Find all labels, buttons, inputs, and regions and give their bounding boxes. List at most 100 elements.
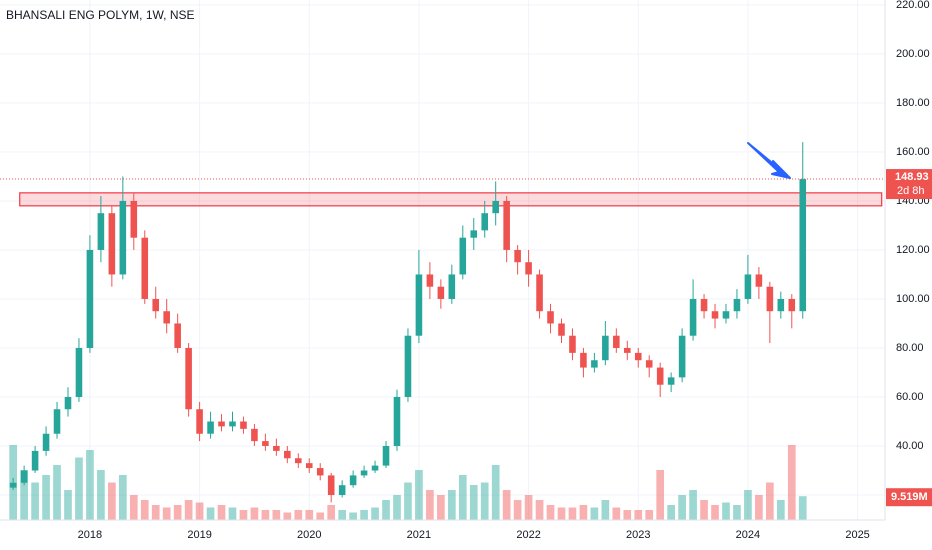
candle-body xyxy=(569,335,576,353)
volume-bar xyxy=(776,500,785,520)
candle-body xyxy=(382,445,390,466)
volume-bar xyxy=(20,470,28,520)
candle-body xyxy=(295,458,302,464)
volume-bar xyxy=(546,505,555,520)
candle-body xyxy=(371,465,379,471)
volume-bar xyxy=(426,490,434,520)
candle-body xyxy=(251,428,258,442)
candle-body xyxy=(196,409,203,434)
candle-body xyxy=(799,179,807,312)
volume-bar xyxy=(601,500,610,520)
x-tick-label: 2021 xyxy=(407,529,431,541)
x-tick-label: 2023 xyxy=(626,529,650,541)
volume-bar xyxy=(557,507,566,520)
volume-bar xyxy=(766,482,774,520)
candle-body xyxy=(108,213,116,275)
volume-bar xyxy=(162,507,171,520)
volume-bar xyxy=(184,500,193,520)
volume-bar xyxy=(283,512,292,520)
candle-body xyxy=(645,360,653,368)
volume-bar xyxy=(195,502,204,520)
candle-body xyxy=(404,335,412,397)
x-tick-label: 2019 xyxy=(187,529,211,541)
candle-body xyxy=(470,230,478,238)
volume-bar xyxy=(371,507,379,520)
volume-bar xyxy=(206,507,215,520)
volume-bar xyxy=(173,505,182,520)
candle-body xyxy=(558,323,565,336)
candle-body xyxy=(788,298,796,312)
volume-bar xyxy=(360,510,368,520)
volume-bar xyxy=(129,495,138,520)
volume-bar xyxy=(86,450,94,520)
volume-bar xyxy=(535,500,544,520)
candle-body xyxy=(437,286,445,299)
x-tick-label: 2025 xyxy=(845,529,869,541)
volume-bar xyxy=(349,512,357,520)
volume-bar xyxy=(437,495,445,520)
volume-bar xyxy=(294,510,303,520)
volume-bar xyxy=(272,510,281,520)
candle-body xyxy=(152,298,160,312)
volume-bar xyxy=(250,507,259,520)
y-tick-label: 180.00 xyxy=(896,97,930,109)
candle-body xyxy=(273,445,280,451)
candle-body xyxy=(525,262,532,275)
candle-body xyxy=(130,200,138,238)
volume-bar xyxy=(787,445,796,520)
volume-bar xyxy=(305,510,314,520)
volume-bar xyxy=(338,510,346,520)
candle-body xyxy=(97,213,105,250)
volume-bar xyxy=(711,505,719,520)
candle-body xyxy=(174,323,181,348)
volume-bar xyxy=(623,510,632,520)
volume-bar xyxy=(447,490,456,520)
candle-body xyxy=(207,421,214,434)
candle-body xyxy=(755,274,763,287)
candle-body xyxy=(656,367,664,385)
candle-body xyxy=(349,475,357,486)
candle-body xyxy=(360,470,368,476)
volume-bar xyxy=(42,475,50,520)
candle-body xyxy=(284,450,291,459)
volume-bar xyxy=(228,507,237,520)
volume-bar xyxy=(64,490,72,520)
candle-body xyxy=(20,470,28,483)
candle-body xyxy=(185,347,192,410)
candle-body xyxy=(602,335,609,361)
candle-body xyxy=(415,274,423,336)
volume-bar xyxy=(97,470,105,520)
candle-body xyxy=(678,335,686,378)
candle-body xyxy=(53,409,61,434)
candle-body xyxy=(240,421,247,429)
candle-body xyxy=(163,311,170,324)
volume-bar xyxy=(239,510,248,520)
volume-bar xyxy=(404,482,412,520)
x-tick-label: 2020 xyxy=(297,529,321,541)
countdown-label: 2d 8h xyxy=(897,185,925,197)
candle-body xyxy=(536,274,543,312)
volume-bar xyxy=(327,505,336,520)
y-tick-label: 120.00 xyxy=(896,244,930,256)
volume-bar xyxy=(733,505,741,520)
candle-body xyxy=(613,335,620,348)
candle-body xyxy=(623,347,631,353)
y-tick-label: 100.00 xyxy=(896,293,930,305)
volume-bar xyxy=(118,475,127,520)
candle-body xyxy=(700,298,708,312)
candle-body xyxy=(75,347,83,397)
volume-bar xyxy=(217,505,226,520)
candle-body xyxy=(634,352,642,361)
candle-body xyxy=(547,311,554,324)
volume-bar xyxy=(53,465,61,520)
volume-bar xyxy=(689,490,697,520)
y-tick-label: 160.00 xyxy=(896,146,930,158)
candle-body xyxy=(393,396,401,446)
last-price-label: 148.93 xyxy=(895,171,929,183)
candle-body xyxy=(86,249,94,348)
resistance-zone xyxy=(19,192,883,207)
candle-body xyxy=(711,311,719,319)
volume-bar xyxy=(755,495,763,520)
candle-body xyxy=(733,298,741,312)
